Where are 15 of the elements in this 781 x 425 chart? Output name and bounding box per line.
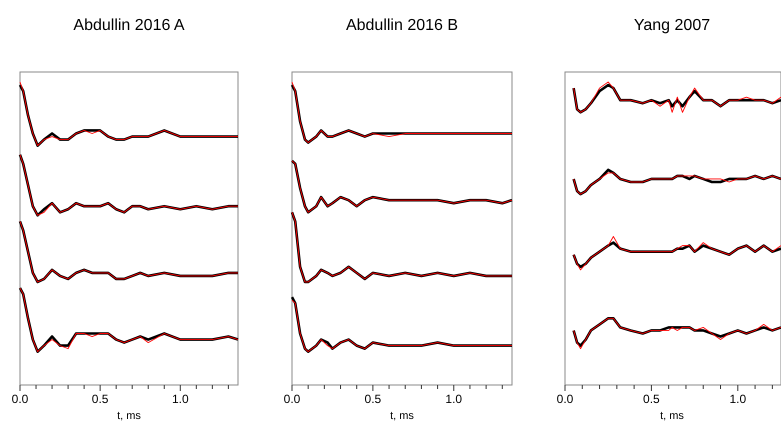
chart-title: Abdullin 2016 A xyxy=(73,17,185,34)
x-tick-label: 0.5 xyxy=(92,392,109,406)
chart-title: Abdullin 2016 B xyxy=(346,17,458,34)
x-tick-label: 0.0 xyxy=(12,392,29,406)
x-tick-label: 1.0 xyxy=(445,392,462,406)
chart-title: Yang 2007 xyxy=(634,17,710,34)
x-axis-title: t, ms xyxy=(660,410,684,422)
x-axis-title: t, ms xyxy=(390,410,414,422)
x-tick-label: 0.0 xyxy=(556,392,574,406)
x-tick-label: 1.0 xyxy=(729,392,746,406)
x-axis-title: t, ms xyxy=(117,410,142,422)
x-tick-label: 1.0 xyxy=(172,392,189,406)
x-tick-label: 0.5 xyxy=(364,392,382,406)
x-tick-label: 0.0 xyxy=(284,392,301,406)
x-tick-label: 0.5 xyxy=(643,392,660,406)
